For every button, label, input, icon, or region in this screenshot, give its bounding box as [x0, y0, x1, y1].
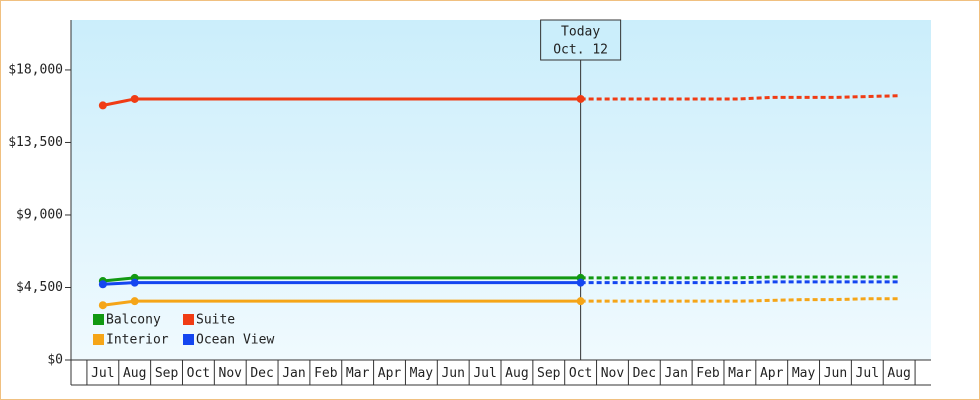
x-tick-label: May	[410, 366, 434, 381]
legend-swatch	[93, 334, 104, 345]
x-tick-label: Aug	[887, 366, 910, 381]
data-point	[98, 101, 107, 110]
series-line	[102, 299, 581, 307]
x-tick-label: Jul	[856, 366, 879, 381]
legend-swatch	[93, 314, 104, 325]
x-tick-label: Apr	[378, 366, 402, 381]
x-tick-label: Aug	[505, 366, 528, 381]
y-tick-label: $9,000	[16, 207, 63, 222]
x-tick-label: Mar	[346, 366, 370, 381]
x-tick-label: Jan	[282, 366, 305, 381]
forecast-line	[580, 94, 900, 101]
x-tick-label: Feb	[696, 366, 720, 381]
y-tick-label: $13,500	[8, 135, 63, 150]
plot-area	[71, 20, 931, 360]
legend-swatch	[183, 334, 194, 345]
legend-label: Suite	[196, 313, 235, 328]
today-label: Today	[561, 25, 600, 40]
data-point	[576, 278, 585, 287]
series-line	[102, 97, 581, 107]
legend-swatch	[183, 314, 194, 325]
forecast-line	[580, 275, 900, 280]
data-point	[98, 301, 107, 310]
x-tick-label: Nov	[601, 366, 625, 381]
x-tick-label: Aug	[123, 366, 146, 381]
x-tick-label: Sep	[537, 366, 561, 381]
legend-label: Balcony	[106, 313, 161, 328]
x-tick-label: Jul	[91, 366, 114, 381]
today-box	[540, 19, 622, 61]
y-tick-label: $4,500	[16, 280, 63, 295]
series-line	[102, 276, 581, 283]
x-tick-label: Nov	[219, 366, 243, 381]
x-tick-label: Dec	[250, 366, 273, 381]
x-tick-label: Oct	[569, 366, 592, 381]
forecast-line	[580, 297, 900, 303]
x-tick-label: Jun	[441, 366, 464, 381]
data-point	[130, 297, 139, 306]
x-tick-label: Dec	[633, 366, 656, 381]
series-line	[102, 281, 581, 286]
data-point	[576, 94, 585, 103]
x-tick-label: May	[792, 366, 816, 381]
x-tick-label: Jun	[824, 366, 847, 381]
x-tick-label: Oct	[187, 366, 210, 381]
x-tick-label: Jul	[473, 366, 496, 381]
today-label: Oct. 12	[553, 43, 608, 58]
x-tick-label: Jan	[664, 366, 687, 381]
y-tick-label: $18,000	[8, 62, 63, 77]
y-tick-label: $0	[47, 353, 63, 368]
forecast-line	[580, 280, 900, 285]
legend-label: Interior	[106, 333, 169, 348]
x-tick-label: Feb	[314, 366, 338, 381]
data-point	[130, 278, 139, 287]
x-tick-label: Sep	[155, 366, 179, 381]
data-point	[130, 94, 139, 103]
legend-label: Ocean View	[196, 333, 274, 348]
data-point	[576, 297, 585, 306]
x-tick-label: Apr	[760, 366, 784, 381]
data-point	[98, 280, 107, 289]
x-tick-label: Mar	[728, 366, 752, 381]
